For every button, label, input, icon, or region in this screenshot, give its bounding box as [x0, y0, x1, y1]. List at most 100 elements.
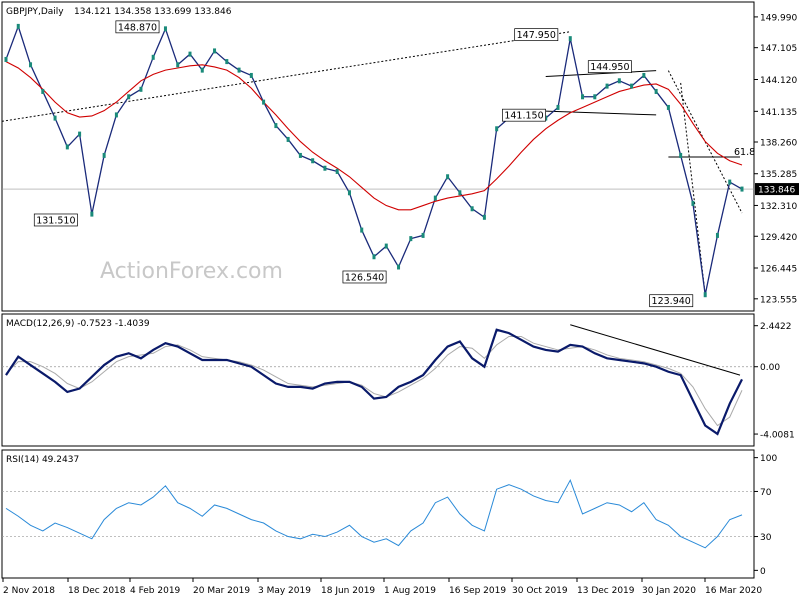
x-tick-label: 4 Feb 2019 [130, 586, 181, 596]
annotation-box [587, 60, 632, 74]
annotation-label: 148.870 [118, 22, 157, 33]
macd-panel [1, 313, 755, 447]
price-bar [617, 78, 621, 84]
price-bar [90, 211, 94, 217]
macd-layer [2, 324, 754, 436]
price-bar [691, 200, 695, 206]
price-y-tick-label: 138.260 [760, 138, 797, 148]
price-bar [225, 59, 229, 65]
macd-y-tick-label: 2.4422 [760, 322, 792, 332]
price-bar [384, 243, 388, 249]
rsi-panel [1, 449, 755, 579]
price-layer: 148.870 131.510 126.540 147.950 144.950 141.1… [1, 20, 755, 308]
price-bar [102, 152, 106, 158]
price-bar [581, 94, 585, 100]
annotation-label: 126.540 [345, 272, 384, 283]
price-bar [298, 152, 302, 158]
rsi-y-tick-label: 30 [760, 533, 772, 543]
price-bar [421, 232, 425, 238]
annotation-box [502, 108, 546, 122]
price-y-tick-label: 126.445 [760, 264, 797, 274]
price-bar [237, 67, 241, 73]
annotation-box [115, 20, 160, 34]
price-bar [397, 264, 401, 270]
macd-title: MACD(12,26,9) -0.7523 -1.4039 [6, 319, 150, 329]
moving-average-line [5, 61, 743, 211]
price-bar [4, 56, 8, 62]
macd-trendline [570, 324, 741, 376]
price-bar [482, 214, 486, 220]
price-bar [568, 36, 572, 42]
price-bar [16, 23, 20, 29]
price-bar [176, 62, 180, 68]
price-bar [29, 62, 33, 68]
x-tick-label: 1 Aug 2019 [384, 586, 436, 596]
rsi-line [5, 478, 743, 549]
price-bar [114, 112, 118, 118]
annotation-label: 141.150 [504, 111, 543, 122]
price-bar [679, 152, 683, 158]
price-bar [360, 227, 364, 233]
price-bar [274, 123, 278, 129]
price-bar [213, 48, 217, 54]
annotation-box [649, 294, 694, 308]
price-bar [642, 72, 646, 78]
x-tick-label: 16 Sep 2019 [449, 586, 506, 596]
annotation-box [342, 270, 387, 284]
price-bar [249, 72, 253, 78]
annotation-box [514, 28, 559, 42]
annotation-label: 147.950 [517, 30, 556, 41]
price-bar [593, 94, 597, 100]
price-bar [433, 195, 437, 201]
price-bar [740, 186, 744, 192]
price-bar [41, 88, 45, 94]
price-bar [470, 206, 474, 212]
macd-y-tick-label: 0.00 [760, 363, 780, 373]
x-tick-label: 30 Oct 2019 [512, 586, 568, 596]
price-y-tick-label: 123.555 [760, 295, 797, 305]
rsi-y-tick-label: 0 [760, 567, 766, 577]
rsi-y-tick-label: 100 [760, 454, 777, 464]
price-bar [335, 168, 339, 174]
price-bar [188, 51, 192, 57]
price-bar [200, 67, 204, 73]
annotation-label: 61.8 [734, 147, 755, 158]
channel-bottom-line [545, 110, 657, 116]
price-bar [78, 131, 82, 137]
x-tick-label: 18 Jun 2019 [321, 586, 375, 596]
price-y-tick-label: 147.105 [760, 44, 797, 54]
axis-layer: 149.990 147.105 144.120 141.135 138.260 135.2… [2, 13, 799, 596]
price-bar [630, 83, 634, 89]
rsi-title: RSI(14) 49.2437 [6, 455, 79, 465]
annotation-label: 144.950 [590, 62, 629, 73]
annotation-label: 131.510 [36, 215, 75, 226]
price-bar [65, 144, 69, 150]
price-y-tick-label: 129.420 [760, 233, 797, 243]
price-bar [286, 136, 290, 142]
price-bar [703, 292, 707, 298]
annotation-box [33, 213, 78, 227]
rsi-y-tick-label: 70 [760, 488, 772, 498]
price-bar [262, 99, 266, 105]
last-price-label: 133.846 [758, 186, 795, 196]
price-bar [495, 126, 499, 132]
price-bar [323, 165, 327, 171]
price-bar [151, 54, 155, 60]
price-y-tick-label: 132.310 [760, 202, 797, 212]
ohlc-label: 134.121 134.358 133.699 133.846 [74, 7, 232, 17]
price-y-tick-label: 149.990 [760, 13, 797, 23]
price-bar [446, 174, 450, 180]
price-bar [163, 26, 167, 32]
instrument-label: GBPJPY,Daily [6, 7, 64, 17]
x-tick-label: 20 Mar 2019 [193, 586, 250, 596]
price-bar [372, 254, 376, 260]
price-bar [728, 179, 732, 185]
x-tick-label: 16 Mar 2020 [705, 586, 762, 596]
price-y-tick-label: 135.285 [760, 170, 797, 180]
price-bar [556, 104, 560, 110]
price-y-tick-label: 141.135 [760, 108, 797, 118]
macd-y-tick-label: -4.0081 [760, 431, 795, 441]
price-bar [458, 190, 462, 196]
